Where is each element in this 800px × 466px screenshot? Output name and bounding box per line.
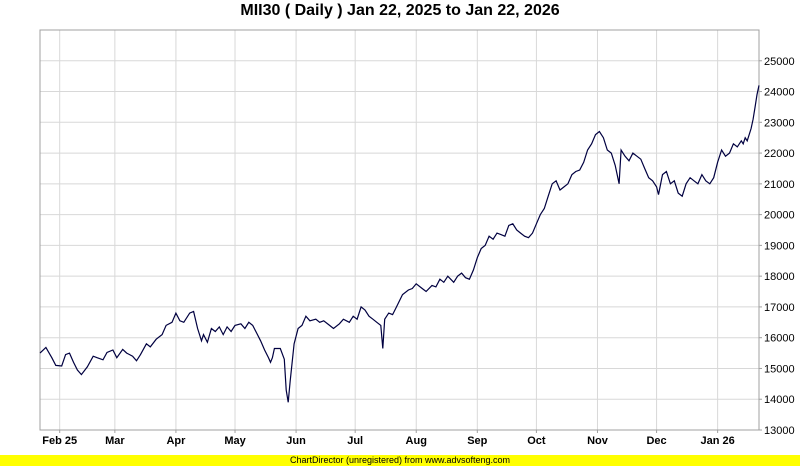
x-tick-label: May [224,435,246,447]
y-tick-label: 16000 [764,333,795,345]
y-tick-label: 20000 [764,210,795,222]
price-series-line [39,85,760,403]
x-tick-label: Oct [527,435,546,447]
x-tick-label: Aug [406,435,427,447]
chart-title: MII30 ( Daily ) Jan 22, 2025 to Jan 22, … [240,2,560,19]
y-tick-label: 23000 [764,117,795,129]
y-tick-label: 15000 [764,363,795,375]
x-tick-label: Sep [467,435,487,447]
y-tick-label: 17000 [764,302,795,314]
x-axis-ticks: Feb 25 Mar Apr May Jun Jul Aug Sep Oct Nov Dec Jan … [42,430,735,447]
y-tick-label: 24000 [764,87,795,99]
y-tick-label: 21000 [764,179,795,191]
y-tick-label: 22000 [764,148,795,160]
y-tick-label: 14000 [764,394,795,406]
x-tick-label: Mar [105,435,125,447]
y-tick-label: 13000 [764,425,795,437]
y-tick-label: 19000 [764,240,795,252]
y-axis-ticks: 13000 14000 15000 16000 17000 18000 19000 20000… [759,56,795,437]
plot-area-border [39,29,760,431]
x-tick-label: Dec [646,435,666,447]
x-tick-label: Nov [587,435,609,447]
x-tick-label: Apr [166,435,186,447]
x-tick-label: Jun [286,435,306,447]
x-tick-label: Feb 25 [42,435,77,447]
chartdirector-footer: ChartDirector (unregistered) from www.ad… [0,455,800,466]
grid-lines [40,30,759,431]
price-chart: 13000 14000 15000 16000 17000 18000 19000 20000… [39,29,795,447]
y-tick-label: 25000 [764,56,795,68]
y-tick-label: 18000 [764,271,795,283]
x-tick-label: Jan 26 [701,435,735,447]
x-tick-label: Jul [347,435,363,447]
